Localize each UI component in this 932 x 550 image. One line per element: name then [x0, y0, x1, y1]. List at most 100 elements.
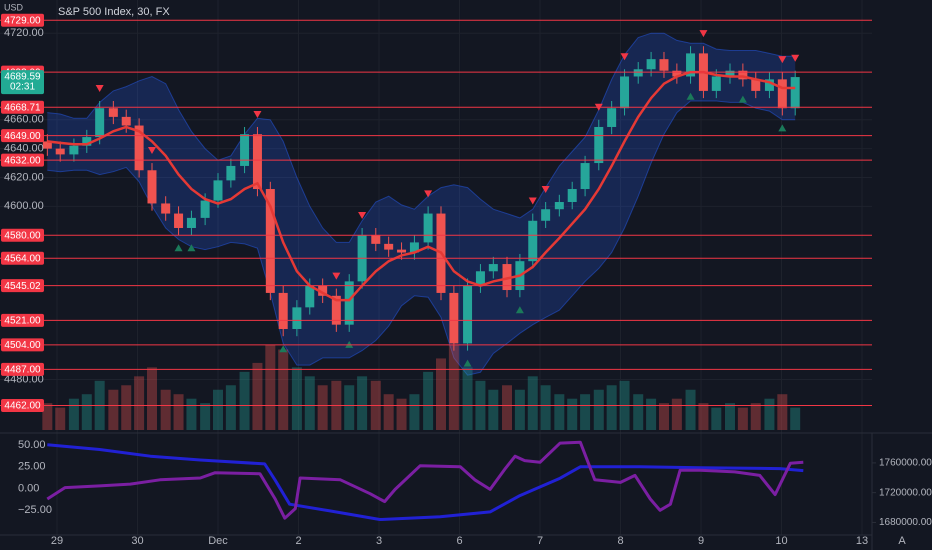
candle-body: [69, 145, 79, 155]
volume-bar: [750, 403, 761, 430]
candle-body: [121, 116, 131, 126]
candle-body: [95, 108, 105, 138]
volume-bar: [278, 349, 289, 430]
candle-body: [82, 137, 92, 146]
candle-body: [672, 70, 682, 77]
candle-body: [620, 76, 630, 109]
sell-signal: [332, 272, 341, 280]
volume-bar: [685, 389, 696, 430]
candle-body: [174, 213, 184, 228]
volume-bar: [42, 403, 53, 430]
level-label: 4487.00: [4, 365, 41, 376]
sell-signal: [541, 186, 550, 194]
candle-body: [226, 165, 236, 181]
level-label: 4462.00: [4, 401, 41, 412]
buy-signal: [515, 306, 524, 314]
level-label-box: [1, 153, 44, 167]
volume-bar: [646, 398, 657, 430]
y-tick-label: 0.00: [18, 482, 39, 494]
y-tick-label: 4480.00: [4, 373, 44, 385]
level-label: 4545.02: [4, 281, 41, 292]
band-upper: [47, 32, 796, 243]
last-price: 4689.59: [4, 72, 41, 83]
candle-body: [42, 141, 52, 149]
volume-bar: [108, 389, 119, 430]
x-tick-label: 6: [456, 535, 462, 547]
candle-body: [397, 249, 407, 253]
volume-bar: [698, 403, 709, 430]
buy-signal: [778, 124, 787, 132]
volume-bar: [317, 385, 328, 430]
x-tick-label: 3: [376, 535, 382, 547]
volume-bar: [777, 394, 788, 430]
volume-bar: [186, 398, 197, 430]
candle-body: [725, 70, 735, 77]
x-tick-label: 13: [856, 535, 868, 547]
candle-body: [488, 264, 498, 272]
sell-signal: [778, 56, 787, 64]
candle-body: [646, 59, 656, 70]
candle-body: [554, 202, 564, 210]
level-label: 4649.00: [4, 131, 41, 142]
volume-bar: [737, 407, 748, 430]
candle-body: [751, 79, 761, 91]
level-label: 4668.71: [4, 102, 41, 113]
y2-tick-label: 1760000.00: [879, 458, 932, 469]
candle-body: [423, 213, 433, 243]
band-lower: [47, 100, 796, 376]
volume-bar: [435, 358, 446, 430]
candle-body: [278, 292, 288, 329]
level-label-box: [1, 338, 44, 352]
volume-bar: [448, 345, 459, 430]
volume-bar: [633, 394, 644, 430]
last-price-box: [1, 70, 44, 95]
level-label-box: [1, 398, 44, 412]
y-tick-label: 25.00: [18, 461, 46, 473]
auto-scale[interactable]: A: [898, 535, 906, 547]
y-tick-label: 4600.00: [4, 200, 44, 212]
sell-signal: [358, 211, 367, 219]
candle-body: [305, 285, 315, 308]
candle-body: [607, 108, 617, 127]
buy-signal: [686, 92, 695, 100]
y-tick-label: −25.00: [18, 504, 52, 516]
volume-bar: [68, 398, 79, 430]
volume-bar: [173, 394, 184, 430]
y-tick-label: 4720.00: [4, 27, 44, 39]
y2-tick-label: 1720000.00: [879, 487, 932, 498]
level-label: 4521.00: [4, 315, 41, 326]
volume-bar: [554, 394, 565, 430]
volume-bar: [462, 367, 473, 430]
candle-body: [252, 134, 262, 190]
level-label: 4632.00: [4, 155, 41, 166]
volume-bar: [344, 385, 355, 430]
candle-body: [475, 271, 485, 286]
sell-signal: [620, 53, 629, 61]
candle-body: [318, 285, 328, 296]
volume-bar: [81, 394, 92, 430]
candle-body: [633, 69, 643, 77]
moving-average: [47, 70, 796, 302]
volume-bar: [396, 398, 407, 430]
indicator-line: [47, 443, 804, 521]
volume-bar: [383, 394, 394, 430]
x-tick-label: 2: [295, 535, 301, 547]
level-label: 4729.00: [4, 15, 41, 26]
candle-body: [331, 295, 341, 325]
candle-body: [213, 180, 223, 201]
volume-bar: [146, 367, 157, 430]
y-tick-label: 4620.00: [4, 171, 44, 183]
candle-body: [567, 189, 577, 203]
level-label-box: [1, 313, 44, 327]
candle-body: [594, 126, 604, 164]
y-tick-label: 50.00: [18, 439, 46, 451]
volume-bar: [580, 394, 591, 430]
x-tick-label: Dec: [208, 535, 228, 547]
candle-body: [384, 243, 394, 250]
volume-bar: [265, 345, 276, 430]
volume-bar: [134, 376, 145, 430]
volume-bar: [252, 362, 263, 430]
level-label-box: [1, 13, 44, 27]
sell-signal: [791, 54, 800, 62]
